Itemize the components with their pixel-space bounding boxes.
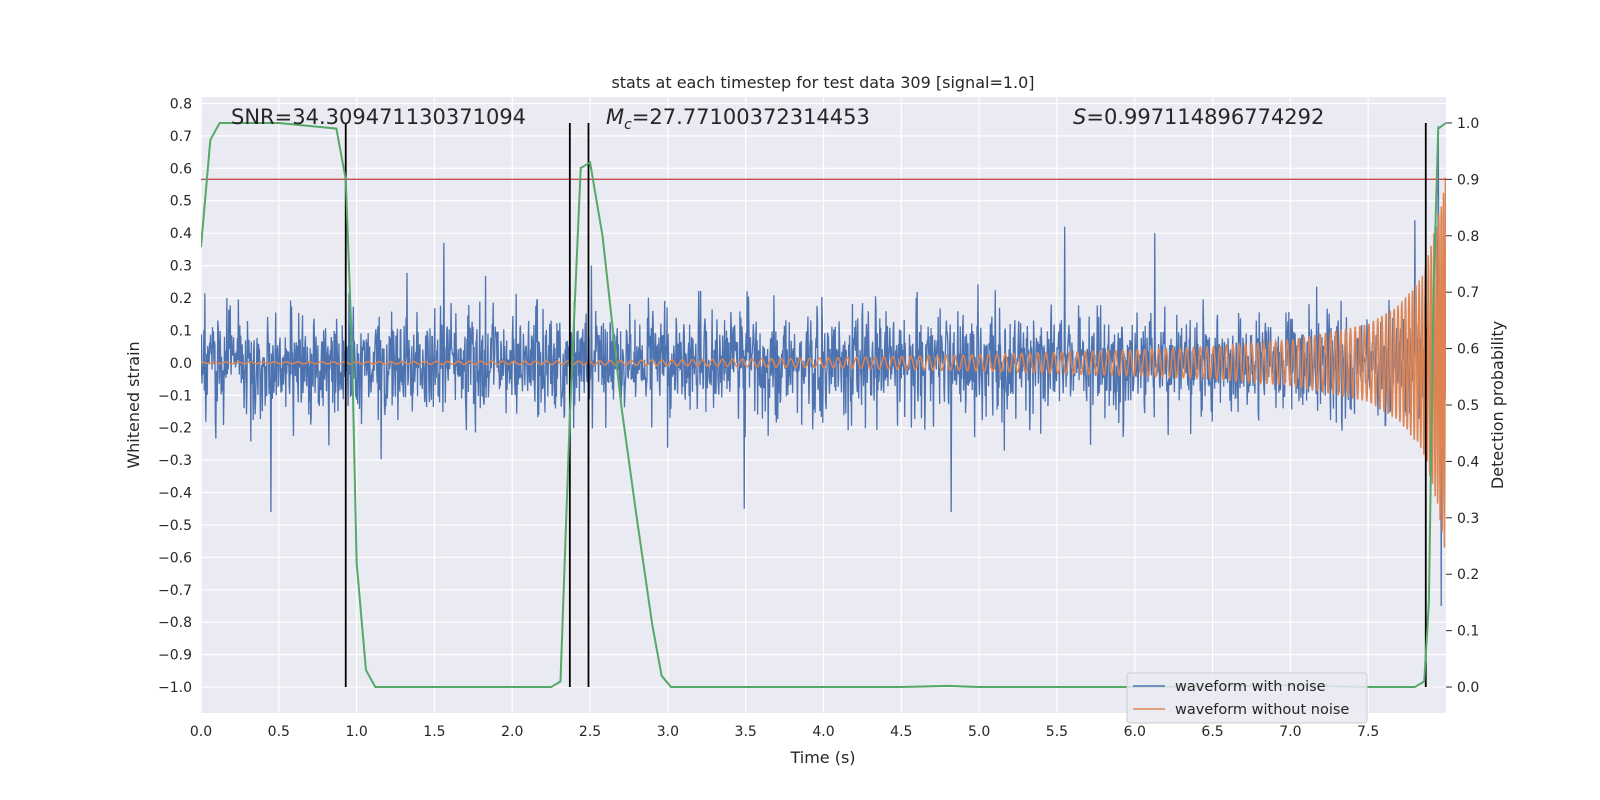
y-tick-label: 0.3 <box>170 259 192 275</box>
x-tick-label: 5.0 <box>968 724 990 740</box>
y-tick-label: −0.5 <box>158 518 192 534</box>
y-tick-label: 0.5 <box>170 194 192 210</box>
x-tick-label: 4.5 <box>890 724 912 740</box>
y-tick-label: −0.1 <box>158 388 192 404</box>
x-tick-label: 3.0 <box>657 724 679 740</box>
y2-tick-label: 0.4 <box>1457 454 1479 470</box>
score-value: =0.997114896774292 <box>1086 105 1324 129</box>
x-tick-label: 7.0 <box>1279 724 1301 740</box>
y2-tick-label: 0.3 <box>1457 511 1479 527</box>
legend: waveform with noise waveform without noi… <box>1126 672 1368 724</box>
noise-waveform-line <box>201 126 1446 607</box>
x-tick-label: 7.5 <box>1357 724 1379 740</box>
x-tick-label: 3.5 <box>735 724 757 740</box>
y2-tick-label: 0.9 <box>1457 172 1479 188</box>
y-tick-label: 0.2 <box>170 291 192 307</box>
y-tick-label: −0.4 <box>158 486 192 502</box>
y-axis-label: Whitened strain <box>124 341 143 468</box>
x-tick-label: 6.0 <box>1124 724 1146 740</box>
clean-waveform-line <box>201 177 1446 548</box>
y2-axis-label: Detection probability <box>1488 321 1507 489</box>
legend-box <box>1126 672 1368 724</box>
tick-labels: 0.0 0.5 1.0 1.5 2.0 2.5 3.0 3.5 4.0 4.5 5.0 5.5 6.0 6… <box>158 96 1479 740</box>
x-tick-label: 1.0 <box>345 724 367 740</box>
x-tick-label: 4.0 <box>812 724 834 740</box>
chirp-mass-symbol: M <box>606 105 624 129</box>
legend-label-noise: waveform with noise <box>1175 679 1326 695</box>
y2-tick-label: 0.8 <box>1457 229 1479 245</box>
y-tick-label: −1.0 <box>158 680 192 696</box>
chirp-mass-value: =27.77100372314453 <box>632 105 870 129</box>
x-tick-label: 0.0 <box>190 724 212 740</box>
x-tick-label: 1.5 <box>423 724 445 740</box>
y2-tick-label: 0.5 <box>1457 398 1479 414</box>
x-axis-label: Time (s) <box>789 748 855 767</box>
y-tick-label: −0.3 <box>158 453 192 469</box>
y-tick-label: 0.1 <box>170 323 192 339</box>
y2-tick-label: 0.0 <box>1457 680 1479 696</box>
y2-tick-label: 0.6 <box>1457 342 1479 358</box>
y-tick-label: 0.7 <box>170 129 192 145</box>
y-tick-label: −0.7 <box>158 583 192 599</box>
score-symbol: S <box>1073 105 1086 129</box>
chirp-mass-annotation: Mc=27.77100372314453 <box>606 105 870 133</box>
y2-tick-label: 1.0 <box>1457 116 1479 132</box>
y-tick-label: −0.9 <box>158 648 192 664</box>
score-annotation: S=0.997114896774292 <box>1073 105 1324 129</box>
y-tick-label: −0.8 <box>158 615 192 631</box>
y-tick-label: 0.4 <box>170 226 192 242</box>
y2-tick-label: 0.2 <box>1457 567 1479 583</box>
vertical-markers <box>344 122 1427 688</box>
x-tick-label: 2.0 <box>501 724 523 740</box>
y-tick-label: 0.8 <box>170 96 192 112</box>
y-tick-label: 0.6 <box>170 161 192 177</box>
snr-annotation: SNR=34.309471130371094 <box>231 105 526 129</box>
x-tick-label: 2.5 <box>579 724 601 740</box>
y-tick-label: −0.2 <box>158 421 192 437</box>
x-tick-label: 0.5 <box>268 724 290 740</box>
y2-tick-label: 0.7 <box>1457 285 1479 301</box>
y-tick-label: 0.0 <box>170 356 192 372</box>
legend-label-clean: waveform without noise <box>1175 702 1349 718</box>
x-tick-label: 6.5 <box>1201 724 1223 740</box>
chart-title: stats at each timestep for test data 309… <box>611 73 1034 92</box>
noise-waveform-series <box>201 126 1446 607</box>
x-tick-label: 5.5 <box>1046 724 1068 740</box>
chirp-mass-subscript: c <box>624 117 632 133</box>
y-tick-label: −0.6 <box>158 550 192 566</box>
y2-tick-label: 0.1 <box>1457 624 1479 640</box>
clean-waveform-series <box>201 177 1446 548</box>
